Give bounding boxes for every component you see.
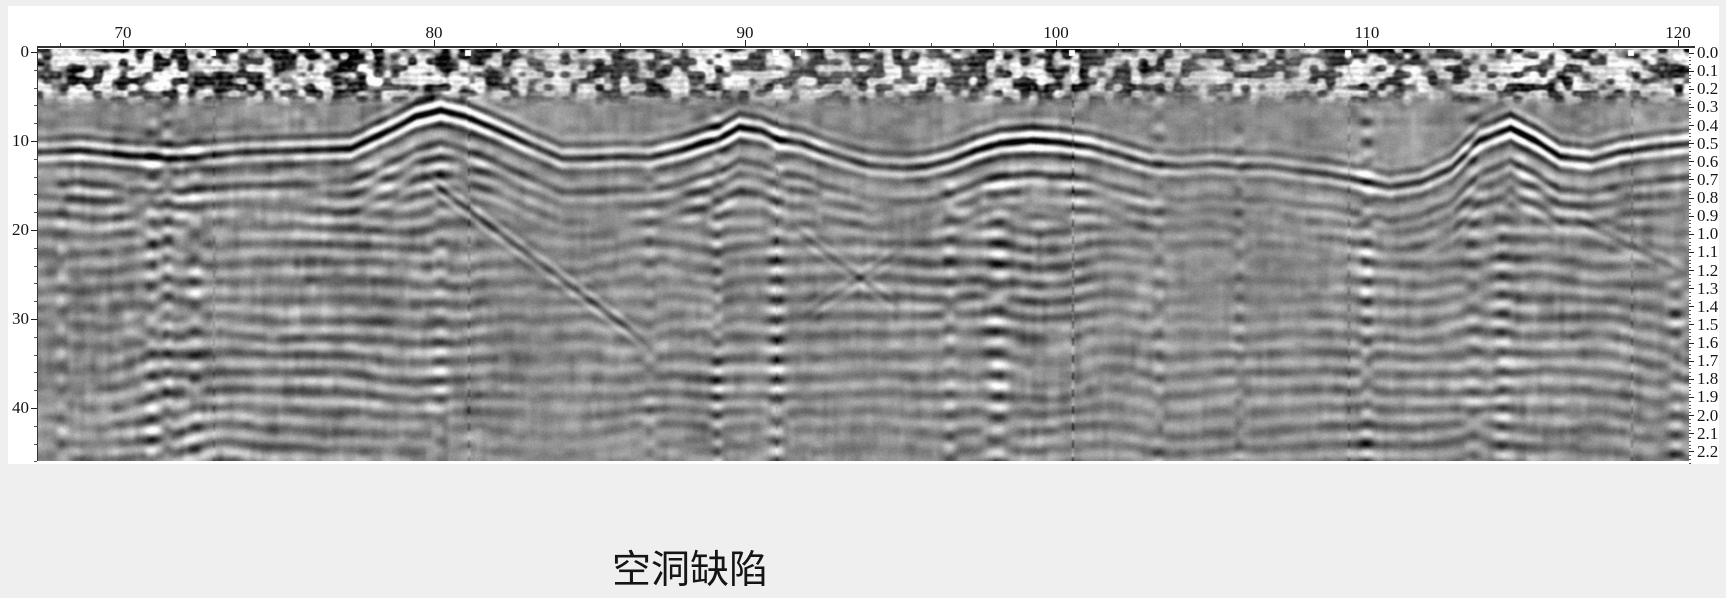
- radargram-image: [38, 49, 1689, 461]
- defect-caption: 空洞缺陷: [611, 548, 768, 593]
